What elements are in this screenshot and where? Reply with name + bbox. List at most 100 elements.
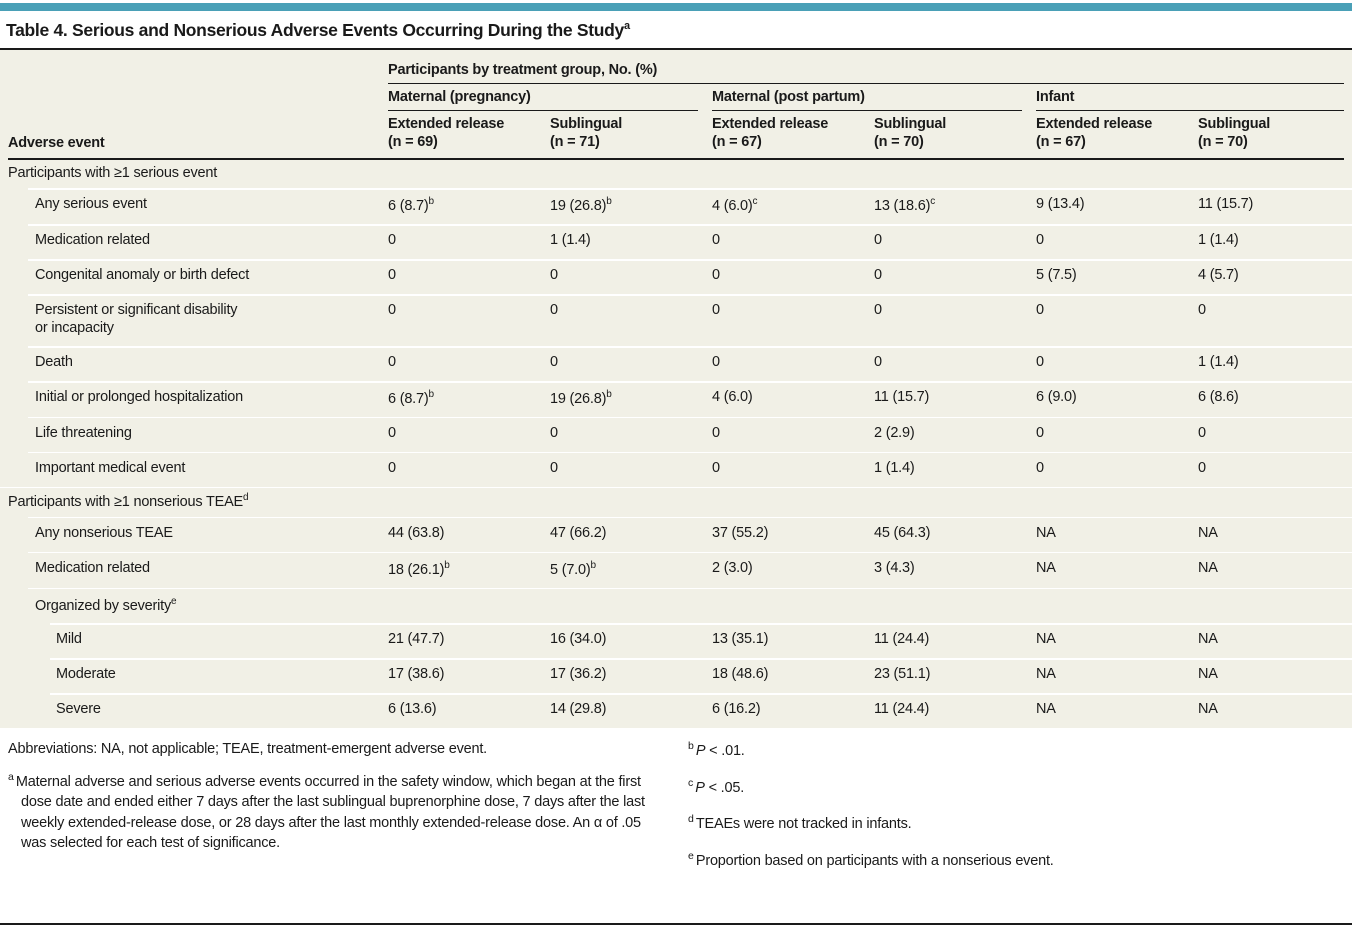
cell: 11 (24.4) [874,693,1036,727]
table-row: Any nonserious TEAE 44 (63.8) 47 (66.2) 37 … [8,516,1352,552]
cell: 6 (13.6) [388,693,550,727]
cell-value: 0 [388,232,396,249]
column-header-title: Extended release [712,116,829,132]
table-row: Severe 6 (13.6) 14 (29.8) 6 (16.2) 11 (24.4)… [8,693,1352,728]
adverse-events-table: Adverse event Participants by treatment … [0,50,1352,729]
cell: 0 [874,224,1036,258]
cell: NA [1036,623,1198,657]
cell: 0 [388,259,550,293]
cell-value: 5 (7.0) [550,561,591,578]
cell-value: 9 (13.4) [1036,196,1085,213]
cell: 0 [712,224,874,258]
column-header-title: Extended release [1036,116,1153,132]
cell: 0 [550,452,712,486]
cell-value: 6 (13.6) [388,701,437,718]
column-header-title: Sublingual [874,116,947,132]
cell-value: NA [1036,524,1056,541]
cell: 0 [874,346,1036,380]
cell: 0 [874,294,1036,328]
footnote: a Maternal adverse and serious adverse ev… [8,770,660,854]
footnote-text: TEAEs were not tracked in infants. [695,815,912,832]
section-row: Participants with ≥1 nonserious TEAEd [0,486,1352,517]
table-row: Medication related 0 1 (1.4) 0 0 0 1 (1.4) [8,224,1352,259]
cell: 0 [712,346,874,380]
cell: 13 (18.6)c [874,188,1036,224]
cell: 23 (51.1) [874,658,1036,692]
cell: 6 (16.2) [712,693,874,727]
table-body: Participants with ≥1 serious event Any se… [0,160,1352,728]
cell-value: 0 [550,354,558,371]
cell-value: 13 (18.6) [874,198,931,215]
column-header: Sublingual (n = 70) [874,116,1036,158]
row-label: Death [8,346,388,380]
cell: 4 (6.0) [712,381,874,415]
cell-value: 11 (15.7) [874,389,930,406]
row-label-text: Severe [56,701,101,718]
adverse-event-column-header: Adverse event [8,135,105,152]
cell-footnote-marker: b [428,389,435,401]
cell-value: 0 [712,232,720,249]
cell: 1 (1.4) [1198,224,1344,258]
cell: 37 (55.2) [712,517,874,551]
cell-value: 0 [550,302,558,319]
column-header-n: (n = 67) [1036,133,1086,150]
cell-value: 0 [388,459,396,476]
cell: NA [1036,693,1198,727]
cell-value: 0 [712,424,720,441]
cell: NA [1036,552,1198,586]
cell: 0 [712,452,874,486]
table-row: Organized by severitye [8,587,1352,624]
cell-value: NA [1198,559,1218,576]
cell-value: 16 (34.0) [550,631,607,648]
cell: NA [1198,693,1344,727]
row-label: Any serious event [8,188,388,222]
column-header: Sublingual (n = 70) [1198,116,1344,158]
cell-value: 0 [874,232,882,249]
table-row: Death 0 0 0 0 0 1 (1.4) [8,346,1352,381]
cell-value: NA [1198,524,1218,541]
row-label: Congenital anomaly or birth defect [8,259,388,293]
cell: 11 (15.7) [1198,188,1344,222]
cell-footnote-marker: b [606,389,612,401]
cell: 0 [1036,452,1198,486]
row-label-text: Initial or prolonged hospitalization [35,389,244,406]
column-header-n: (n = 70) [874,133,924,150]
cell-value: 0 [550,459,558,476]
row-label: Initial or prolonged hospitalization [8,381,388,415]
cell: NA [1198,552,1344,586]
column-header-n: (n = 71) [550,133,600,150]
footnote-text: < .01. [705,743,745,760]
accent-bar [0,3,1352,11]
cell-value: 1 (1.4) [1198,354,1239,371]
cell: 0 [550,259,712,293]
cell-value: 23 (51.1) [874,666,931,683]
cell: NA [1036,658,1198,692]
column-header-row: Extended release (n = 69) Sublingual (n = 7… [388,116,1344,158]
column-header-title: Sublingual [1198,116,1271,132]
cell-value: 47 (66.2) [550,524,607,541]
cell: 0 [712,294,874,328]
footnote-text: Abbreviations: NA, not applicable; TEAE,… [8,741,488,758]
table-header: Adverse event Participants by treatment … [8,50,1344,161]
row-label-text: Important medical event [35,459,186,476]
cell: 0 [712,259,874,293]
row-label-text: Congenital anomaly or birth defect [35,267,250,284]
cell: 0 [1198,294,1344,328]
group-header-row: Maternal (pregnancy) Maternal (post partu… [388,89,1344,111]
cell-value: 18 (26.1) [388,561,445,578]
column-header: Extended release (n = 67) [1036,116,1198,158]
cell-footnote-marker: b [606,196,612,208]
cell: 6 (8.7)b [388,381,550,417]
cell-value: 45 (64.3) [874,524,931,541]
cell-value: 13 (35.1) [712,631,769,648]
cell: 47 (66.2) [550,517,712,551]
cell: 0 [550,294,712,328]
cell-value: 19 (26.8) [550,198,607,215]
cell: 0 [874,259,1036,293]
footnotes: Abbreviations: NA, not applicable; TEAE,… [0,728,1352,885]
cell-value: 6 (8.6) [1198,389,1239,406]
row-label: Medication related [8,224,388,258]
cell-value: 0 [1036,354,1044,371]
row-label: Organized by severitye [8,588,388,624]
